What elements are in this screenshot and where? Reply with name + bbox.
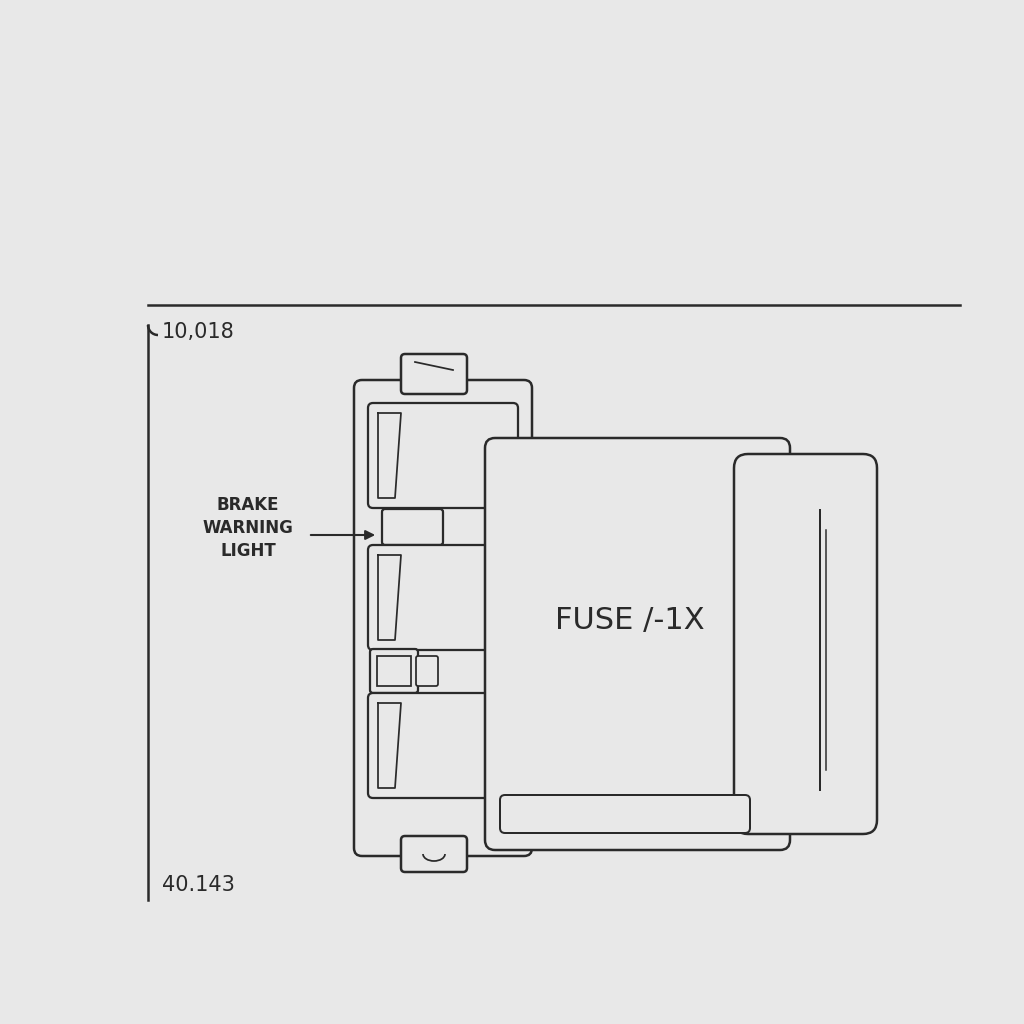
FancyBboxPatch shape bbox=[368, 693, 518, 798]
FancyBboxPatch shape bbox=[368, 545, 518, 650]
Text: 10,018: 10,018 bbox=[162, 322, 234, 342]
FancyBboxPatch shape bbox=[416, 656, 438, 686]
FancyBboxPatch shape bbox=[401, 836, 467, 872]
FancyBboxPatch shape bbox=[734, 454, 877, 834]
FancyBboxPatch shape bbox=[368, 403, 518, 508]
Text: LIGHT: LIGHT bbox=[220, 542, 275, 560]
FancyBboxPatch shape bbox=[500, 795, 750, 833]
Text: WARNING: WARNING bbox=[203, 519, 294, 537]
FancyBboxPatch shape bbox=[370, 649, 418, 693]
FancyBboxPatch shape bbox=[485, 438, 790, 850]
Text: FUSE /-1X: FUSE /-1X bbox=[555, 605, 705, 635]
FancyBboxPatch shape bbox=[401, 354, 467, 394]
FancyBboxPatch shape bbox=[377, 656, 411, 686]
Text: BRAKE: BRAKE bbox=[217, 496, 280, 514]
FancyBboxPatch shape bbox=[382, 509, 443, 545]
Text: 40.143: 40.143 bbox=[162, 874, 234, 895]
FancyBboxPatch shape bbox=[354, 380, 532, 856]
